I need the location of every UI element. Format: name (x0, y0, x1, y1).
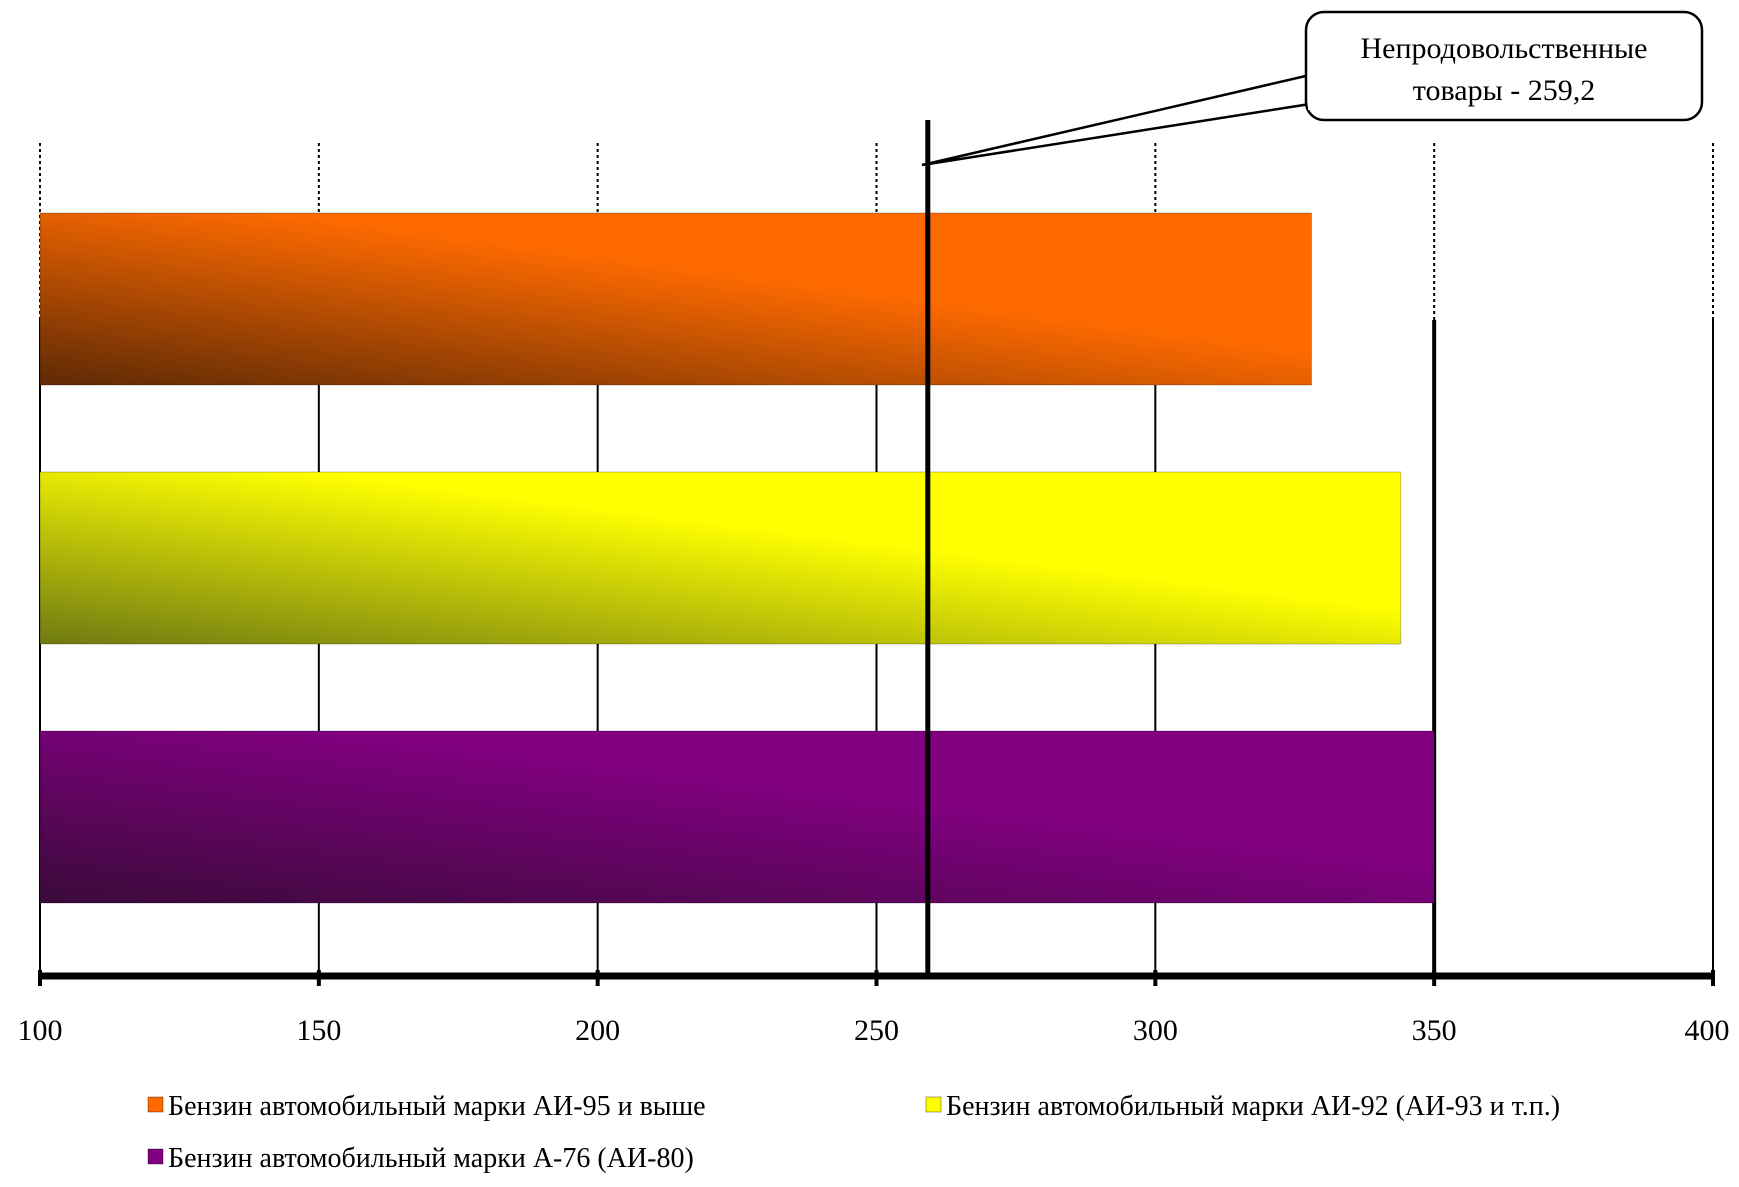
callout-label-line1: Непродовольственные (1361, 32, 1648, 65)
x-tick-label-300: 300 (1133, 1014, 1178, 1047)
bar-1 (39, 212, 1312, 386)
x-tick-label-150: 150 (296, 1014, 341, 1047)
callout-box (1304, 10, 1704, 122)
x-tick-label-350: 350 (1412, 1014, 1457, 1047)
legend: Бензин автомобильный марки АИ-95 и выше Б… (147, 1091, 1560, 1174)
callout-label-line2: товары - 259,2 (1413, 74, 1595, 107)
legend-label-1: Бензин автомобильный марки АИ-95 и выше (168, 1091, 706, 1122)
callout-seam (1308, 70, 1316, 110)
x-tick-label-200: 200 (575, 1014, 620, 1047)
callout-pointer (921, 73, 1312, 167)
x-tick-label-400: 400 (1685, 1014, 1730, 1047)
reference-line-group: Непродовольственные товары - 259,2 (921, 10, 1704, 976)
legend-swatch-3 (147, 1148, 164, 1165)
legend-label-3: Бензин автомобильный марки А-76 (АИ-80) (168, 1143, 694, 1174)
bars (39, 212, 1435, 904)
x-tick-label-100: 100 (18, 1014, 63, 1047)
bar-2 (39, 471, 1402, 645)
legend-label-2: Бензин автомобильный марки АИ-92 (АИ-93 … (946, 1091, 1560, 1122)
legend-swatch-2 (925, 1096, 942, 1113)
x-axis: 100 150 200 250 300 350 400 (18, 970, 1730, 1047)
bar-3 (39, 730, 1435, 904)
x-tick-label-250: 250 (854, 1014, 899, 1047)
legend-swatch-1 (147, 1096, 164, 1113)
